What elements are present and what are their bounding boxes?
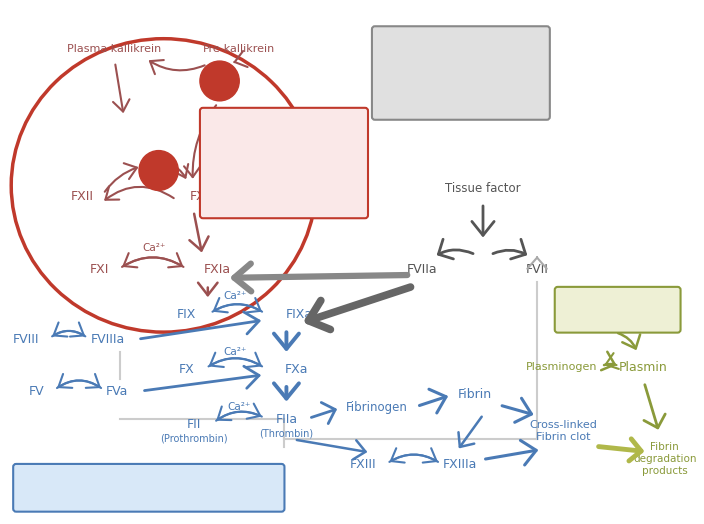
Text: Fibrin: Fibrin <box>458 388 492 401</box>
Text: Extrinsic pathway
of coagulation: Extrinsic pathway of coagulation <box>399 59 524 87</box>
Text: Ca²⁺: Ca²⁺ <box>224 291 247 301</box>
Text: Ca²⁺: Ca²⁺ <box>142 243 165 253</box>
Text: FXa: FXa <box>284 363 308 376</box>
Text: FXIII: FXIII <box>350 458 377 472</box>
Circle shape <box>200 61 239 101</box>
Text: Ca²⁺: Ca²⁺ <box>224 346 247 356</box>
Text: FXIIIa: FXIIIa <box>444 458 477 472</box>
Text: Plasmin: Plasmin <box>619 361 667 374</box>
Text: Cross-linked
Fibrin clot: Cross-linked Fibrin clot <box>529 420 598 442</box>
Text: Fibrin
degradation
products: Fibrin degradation products <box>633 442 696 476</box>
Text: Fibrinogen: Fibrinogen <box>346 401 408 414</box>
Text: Common pathway of coagulation: Common pathway of coagulation <box>40 482 258 494</box>
Text: Tissue factor: Tissue factor <box>445 182 521 195</box>
Text: FIX: FIX <box>177 308 196 321</box>
FancyBboxPatch shape <box>13 464 284 511</box>
Text: Pre-kallikrein: Pre-kallikrein <box>203 44 275 54</box>
Text: Plasminogen: Plasminogen <box>526 363 598 373</box>
Text: FV: FV <box>29 385 44 398</box>
Text: uPA, tPA: uPA, tPA <box>584 313 632 326</box>
Text: FII: FII <box>187 418 201 431</box>
Text: FXII: FXII <box>70 190 94 203</box>
FancyBboxPatch shape <box>372 26 550 120</box>
Text: Ca²⁺: Ca²⁺ <box>227 402 251 412</box>
Text: (Thrombin): (Thrombin) <box>259 428 313 438</box>
Text: FVIIIa: FVIIIa <box>90 333 125 346</box>
Text: FX: FX <box>178 363 194 376</box>
Text: FVIII: FVIII <box>13 333 39 346</box>
Text: FIXa: FIXa <box>286 308 313 321</box>
Text: FXIa: FXIa <box>204 264 231 277</box>
Text: Plasma kallikrein: Plasma kallikrein <box>68 44 161 54</box>
FancyBboxPatch shape <box>200 108 368 218</box>
Text: (Prothrombin): (Prothrombin) <box>161 433 228 443</box>
Text: FIIa: FIIa <box>275 413 298 425</box>
Circle shape <box>139 150 178 190</box>
Text: Fibrinolysis: Fibrinolysis <box>577 303 658 316</box>
Text: FVIIa: FVIIa <box>407 264 437 277</box>
Text: HK: HK <box>151 166 166 176</box>
Text: FVII: FVII <box>526 264 548 277</box>
Text: FVa: FVa <box>106 385 129 398</box>
Text: Intrinsic pathway
of coagulation
(contact system): Intrinsic pathway of coagulation (contac… <box>227 142 342 185</box>
Text: FXIIa: FXIIa <box>189 190 220 203</box>
FancyBboxPatch shape <box>555 287 681 333</box>
Text: FXI: FXI <box>90 264 109 277</box>
Text: HK: HK <box>212 76 227 86</box>
